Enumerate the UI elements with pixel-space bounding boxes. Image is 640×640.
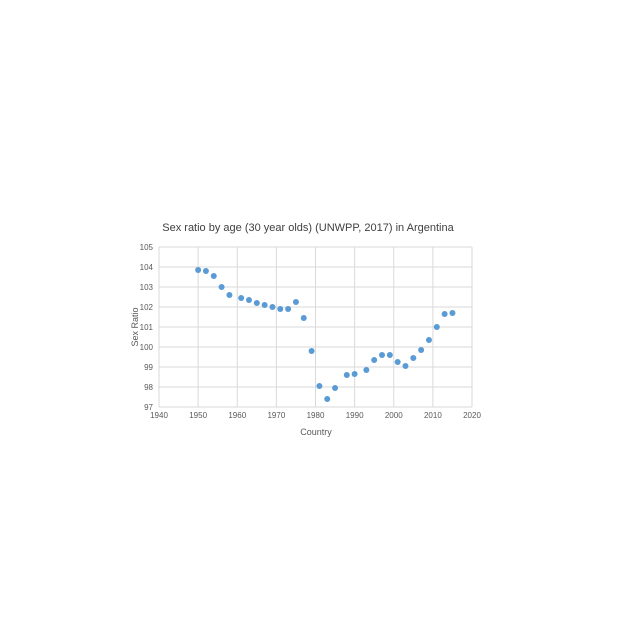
data-point xyxy=(402,363,409,369)
data-point xyxy=(261,302,268,308)
tick-labels: 97 98 99 100 101 102 103 104 105 1940 1950 1960 1970… xyxy=(140,243,482,420)
data-point xyxy=(371,357,378,363)
x-tick-label: 2020 xyxy=(463,411,481,420)
data-point xyxy=(363,367,370,373)
data-points xyxy=(195,267,456,402)
data-point xyxy=(410,355,417,361)
x-tick-label: 1940 xyxy=(150,411,168,420)
y-tick-label: 105 xyxy=(140,243,154,252)
data-point xyxy=(433,324,440,330)
data-point xyxy=(285,306,292,312)
data-point xyxy=(300,315,307,321)
data-point xyxy=(343,372,350,378)
data-point xyxy=(308,348,315,354)
x-tick-label: 1980 xyxy=(307,411,325,420)
data-point xyxy=(379,352,386,358)
y-tick-label: 101 xyxy=(140,323,154,332)
y-tick-label: 98 xyxy=(144,383,153,392)
data-point xyxy=(449,310,456,316)
x-axis-label: Country xyxy=(300,427,332,437)
data-point xyxy=(277,306,284,312)
data-point xyxy=(351,371,358,377)
data-point xyxy=(245,297,252,303)
data-point xyxy=(332,385,339,391)
x-tick-label: 1970 xyxy=(267,411,285,420)
data-point xyxy=(441,311,448,317)
data-point xyxy=(218,284,225,290)
gridlines xyxy=(158,246,473,408)
y-tick-label: 103 xyxy=(140,283,154,292)
y-tick-label: 102 xyxy=(140,303,154,312)
x-tick-label: 1990 xyxy=(346,411,364,420)
data-point xyxy=(269,304,276,310)
data-point xyxy=(238,295,245,301)
y-tick-label: 99 xyxy=(144,363,153,372)
data-point xyxy=(324,396,331,402)
data-point xyxy=(425,337,432,343)
data-point xyxy=(226,292,233,298)
data-point xyxy=(386,352,393,358)
data-point xyxy=(394,359,401,365)
y-axis-label: Sex Ratio xyxy=(130,307,140,346)
x-tick-label: 1950 xyxy=(189,411,207,420)
data-point xyxy=(202,268,209,274)
chart-title: Sex ratio by age (30 year olds) (UNWPP, … xyxy=(162,222,454,234)
x-tick-label: 1960 xyxy=(228,411,246,420)
data-point xyxy=(316,383,323,389)
data-point xyxy=(292,299,299,305)
data-point xyxy=(195,267,202,273)
data-point xyxy=(210,273,217,279)
x-tick-label: 2000 xyxy=(385,411,403,420)
y-tick-label: 97 xyxy=(144,403,153,412)
x-tick-label: 2010 xyxy=(424,411,442,420)
y-tick-label: 100 xyxy=(140,343,154,352)
data-point xyxy=(253,300,260,306)
data-point xyxy=(418,347,425,353)
y-tick-label: 104 xyxy=(140,263,154,272)
